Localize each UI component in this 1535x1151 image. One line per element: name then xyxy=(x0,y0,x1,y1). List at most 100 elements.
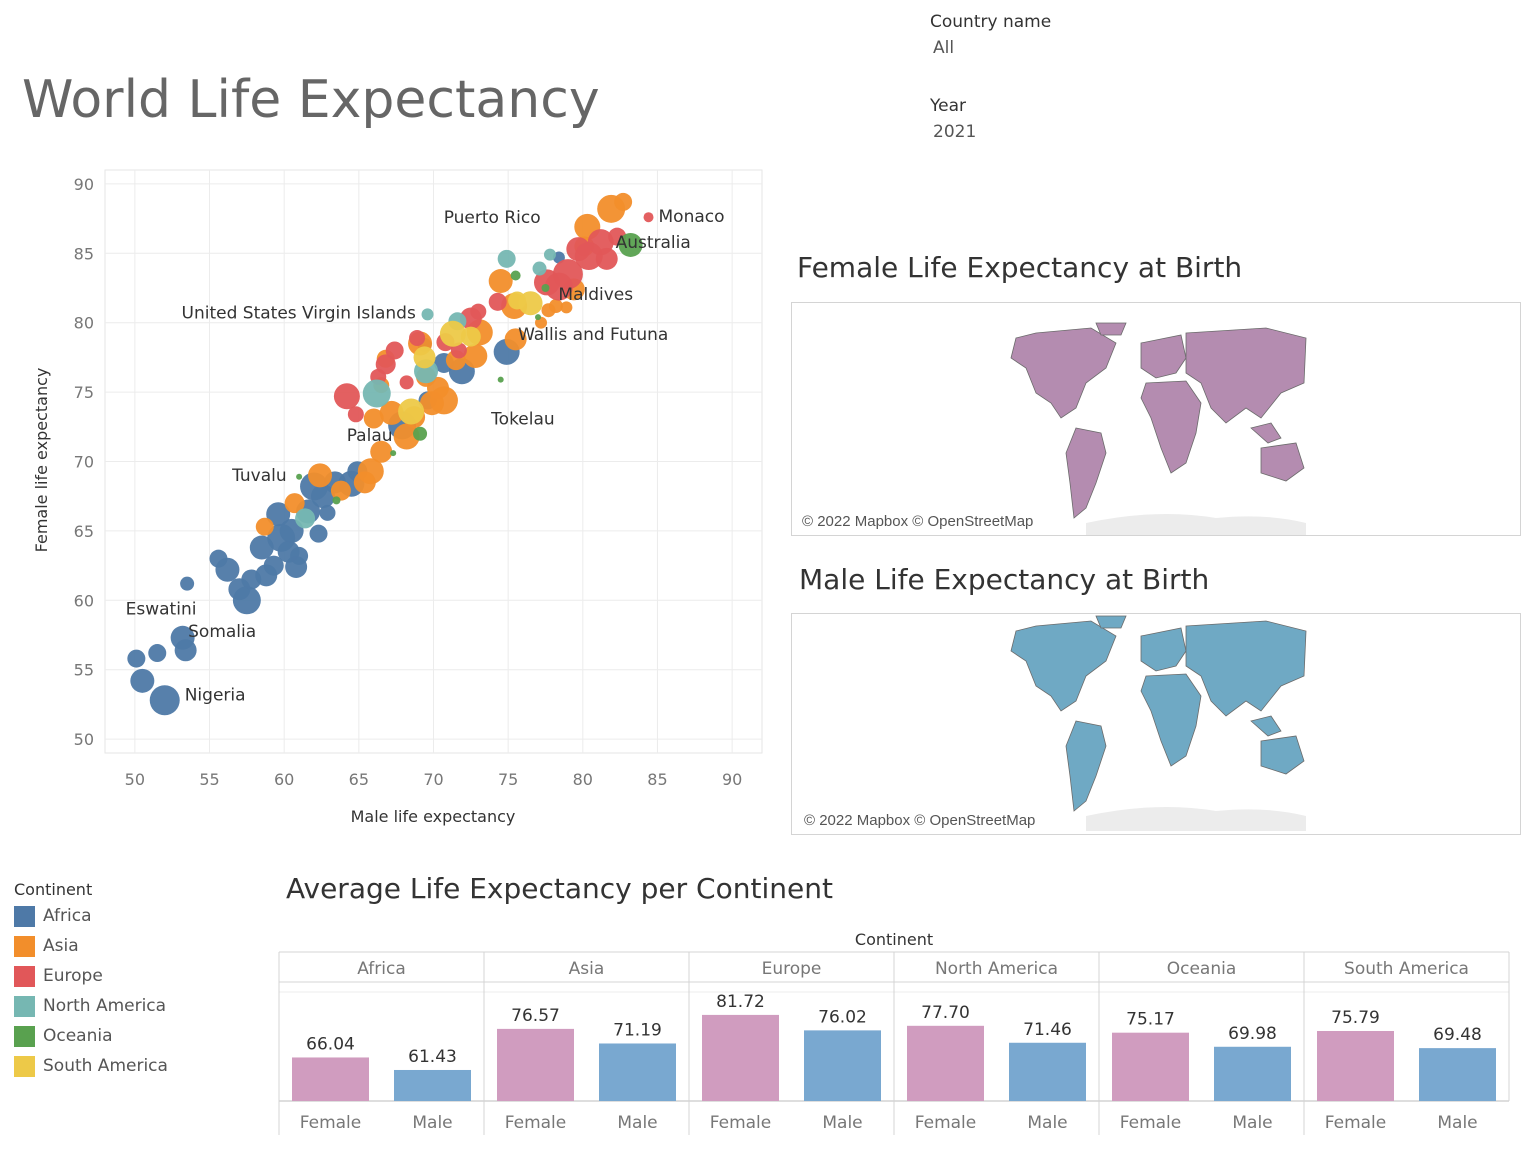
year-filter-value[interactable]: 2021 xyxy=(933,122,977,142)
scatter-point[interactable] xyxy=(497,249,516,268)
scatter-point[interactable] xyxy=(393,423,420,450)
female-country-shape[interactable] xyxy=(1260,442,1305,482)
scatter-point[interactable] xyxy=(390,450,397,457)
scatter-point[interactable] xyxy=(215,557,240,582)
scatter-point[interactable] xyxy=(180,576,195,591)
male-bar[interactable] xyxy=(1214,1046,1291,1101)
scatter-point[interactable] xyxy=(363,408,384,429)
scatter-point[interactable] xyxy=(488,269,513,294)
scatter-point[interactable] xyxy=(362,379,391,408)
female-bar[interactable] xyxy=(1112,1032,1189,1101)
male-bar[interactable] xyxy=(599,1043,676,1101)
legend-item[interactable]: Africa xyxy=(14,903,92,929)
female-country-shape[interactable] xyxy=(1185,327,1307,424)
scatter-point[interactable] xyxy=(535,314,542,321)
female-map-canvas[interactable] xyxy=(792,303,1520,535)
male-country-shape[interactable] xyxy=(1095,615,1127,629)
scatter-point[interactable] xyxy=(439,320,466,347)
scatter-point[interactable] xyxy=(290,546,309,565)
scatter-point[interactable] xyxy=(333,383,360,410)
scatter-points[interactable] xyxy=(127,192,654,716)
scatter-point[interactable] xyxy=(548,299,563,314)
scatter-point[interactable] xyxy=(263,555,284,576)
scatter-point[interactable] xyxy=(255,517,274,536)
scatter-point[interactable] xyxy=(460,326,481,347)
scatter-point[interactable] xyxy=(643,212,654,223)
scatter-point[interactable] xyxy=(497,376,504,383)
scatter-point[interactable] xyxy=(560,301,573,314)
country-filter[interactable]: Country name All xyxy=(930,12,1051,58)
female-country-shape[interactable] xyxy=(1010,327,1117,419)
male-country-shape[interactable] xyxy=(1065,720,1107,812)
male-country-shape[interactable] xyxy=(1260,735,1305,775)
continent-bar-chart[interactable]: Continent Africa Asia Europe North America O… xyxy=(270,925,1520,1145)
scatter-point[interactable] xyxy=(429,386,458,415)
legend-item[interactable]: North America xyxy=(14,993,166,1019)
year-filter[interactable]: Year 2021 xyxy=(930,96,976,142)
scatter-point[interactable] xyxy=(463,344,488,369)
scatter-point[interactable] xyxy=(413,346,436,369)
scatter-point[interactable] xyxy=(543,248,556,261)
male-country-shape[interactable] xyxy=(1250,715,1282,737)
scatter-point[interactable] xyxy=(398,398,425,425)
scatter-point[interactable] xyxy=(308,463,333,488)
scatter-point[interactable] xyxy=(357,458,384,485)
legend-item[interactable]: Asia xyxy=(14,933,79,959)
legend-item[interactable]: Europe xyxy=(14,963,103,989)
female-country-shape[interactable] xyxy=(1250,422,1282,444)
scatter-point[interactable] xyxy=(532,261,547,276)
scatter-point[interactable] xyxy=(409,329,426,346)
scatter-point[interactable] xyxy=(319,504,336,521)
scatter-point[interactable] xyxy=(149,685,180,716)
male-bar[interactable] xyxy=(1419,1048,1496,1101)
female-bar[interactable] xyxy=(1317,1030,1394,1101)
legend-item[interactable]: Oceania xyxy=(14,1023,113,1049)
scatter-point[interactable] xyxy=(413,426,428,441)
scatter-point[interactable] xyxy=(332,496,341,505)
scatter-point[interactable] xyxy=(488,292,507,311)
female-country-shape[interactable] xyxy=(1140,380,1202,474)
scatter-point[interactable] xyxy=(330,480,351,501)
scatter-point[interactable] xyxy=(518,291,543,316)
scatter-point[interactable] xyxy=(504,328,527,351)
scatter-point[interactable] xyxy=(552,259,583,290)
scatter-point[interactable] xyxy=(296,473,303,480)
scatter-point[interactable] xyxy=(295,508,316,529)
female-country-shape[interactable] xyxy=(1095,322,1127,336)
female-bar[interactable] xyxy=(497,1028,574,1101)
scatter-point[interactable] xyxy=(618,232,643,257)
legend-item[interactable]: South America xyxy=(14,1053,168,1079)
male-bar[interactable] xyxy=(1009,1042,1086,1101)
male-country-shape[interactable] xyxy=(1140,673,1202,767)
scatter-point[interactable] xyxy=(385,341,404,360)
scatter-point[interactable] xyxy=(595,247,618,270)
scatter-point[interactable] xyxy=(232,586,261,615)
male-country-shape[interactable] xyxy=(1185,620,1307,717)
scatter-point[interactable] xyxy=(130,668,155,693)
scatter-point[interactable] xyxy=(266,502,291,527)
female-country-shape[interactable] xyxy=(1065,427,1107,519)
scatter-point[interactable] xyxy=(347,406,364,423)
female-country-shape[interactable] xyxy=(1140,334,1187,379)
scatter-point[interactable] xyxy=(148,644,167,663)
scatter-point[interactable] xyxy=(174,639,197,662)
female-map[interactable]: © 2022 Mapbox © OpenStreetMap xyxy=(791,302,1521,536)
scatter-point[interactable] xyxy=(541,283,550,292)
female-bar[interactable] xyxy=(907,1025,984,1101)
bar-marks[interactable]: 66.04 Female 61.43 Male 76.57 Female 71.19 Male… xyxy=(292,992,1496,1133)
male-bar[interactable] xyxy=(394,1069,471,1101)
male-country-shape[interactable] xyxy=(1010,620,1117,712)
male-map[interactable]: © 2022 Mapbox © OpenStreetMap xyxy=(791,613,1521,835)
male-bar[interactable] xyxy=(804,1030,881,1101)
scatter-point[interactable] xyxy=(379,400,404,425)
female-bar[interactable] xyxy=(702,1014,779,1101)
male-country-shape[interactable] xyxy=(1140,627,1187,672)
scatter-point[interactable] xyxy=(127,649,146,668)
scatter-point[interactable] xyxy=(470,303,487,320)
female-bar[interactable] xyxy=(292,1057,369,1101)
scatter-point[interactable] xyxy=(284,493,305,514)
scatter-point[interactable] xyxy=(421,308,434,321)
scatter-point[interactable] xyxy=(309,524,328,543)
scatter-point[interactable] xyxy=(614,192,633,211)
male-map-canvas[interactable] xyxy=(792,614,1520,834)
